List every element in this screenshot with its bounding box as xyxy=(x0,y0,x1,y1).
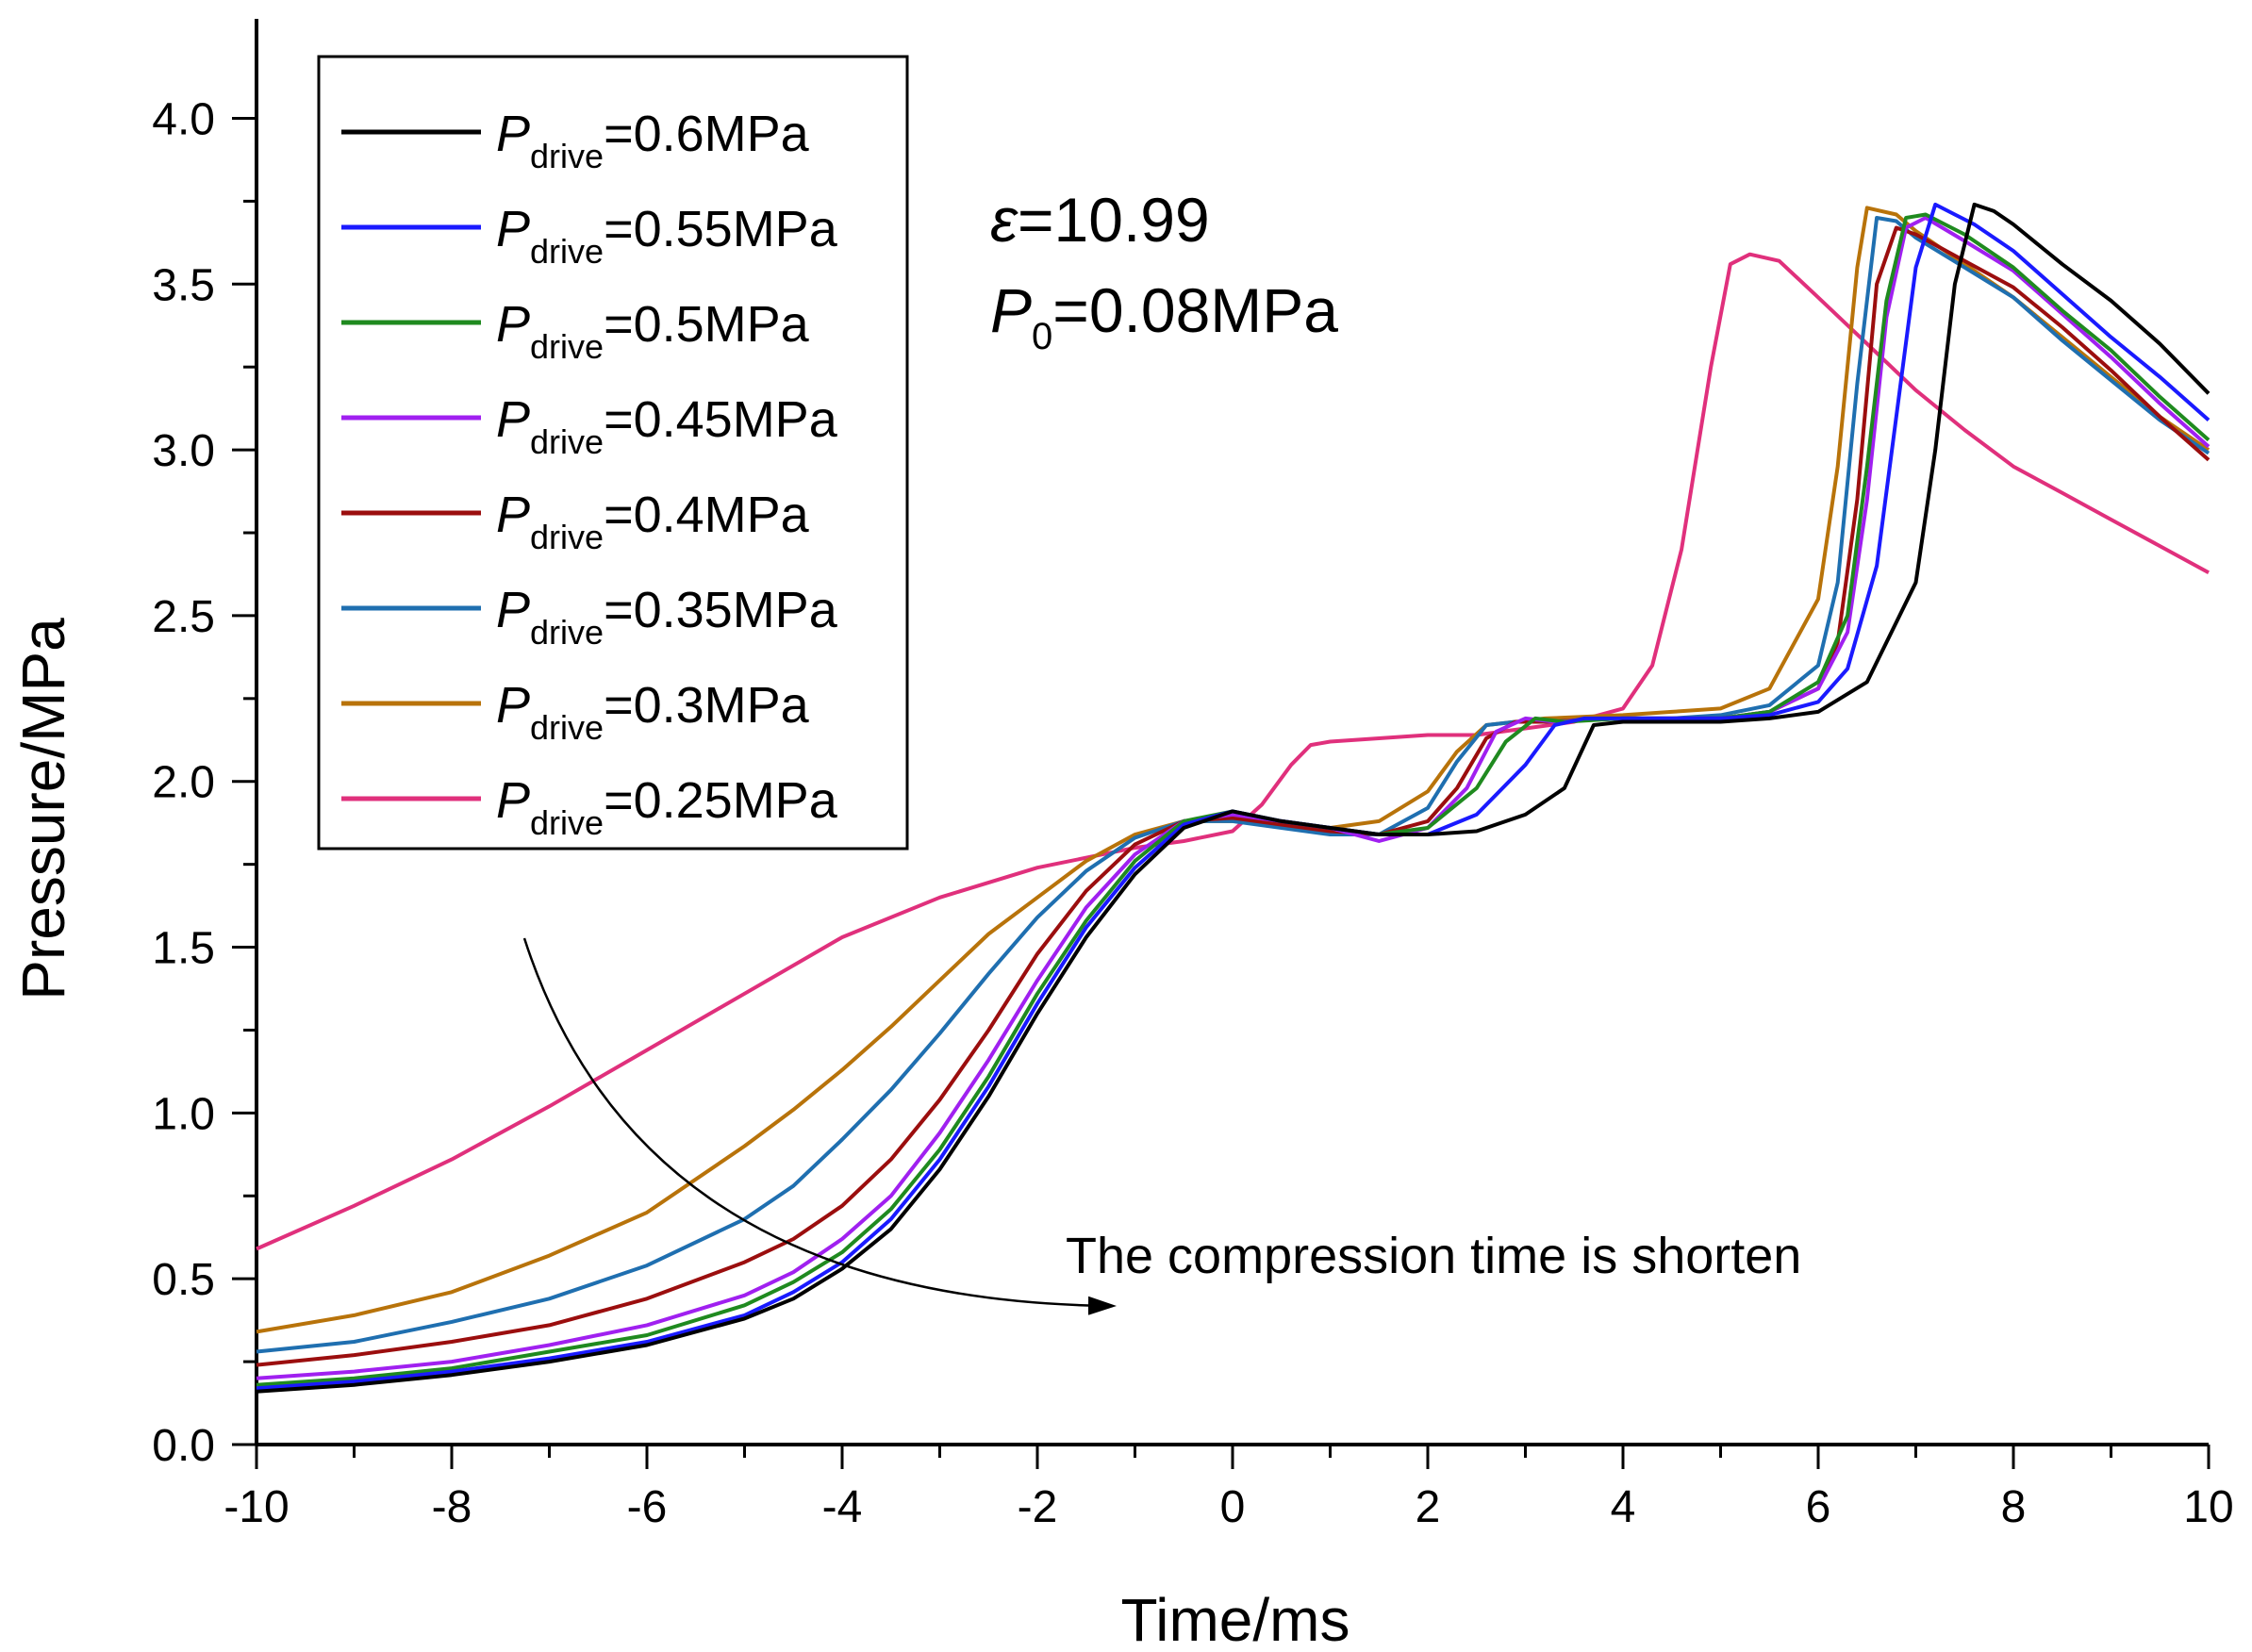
series-line-2 xyxy=(256,202,2211,1391)
legend-value: =0.25MPa xyxy=(604,772,838,829)
svg-text:P0=0.08MPa: P0=0.08MPa xyxy=(990,275,1338,357)
y-tick-label: 1.0 xyxy=(152,1089,215,1139)
legend-value: =0.5MPa xyxy=(604,296,810,353)
legend-symbol: P xyxy=(496,677,530,734)
svg-text:ε=10.99: ε=10.99 xyxy=(990,185,1210,255)
p0-value: =0.08MPa xyxy=(1052,275,1338,345)
x-tick-label: 8 xyxy=(2001,1482,2027,1532)
legend-subscript: drive xyxy=(530,137,604,175)
legend-symbol: P xyxy=(496,772,530,829)
legend-symbol: P xyxy=(496,106,530,162)
legend-symbol: P xyxy=(496,582,530,638)
legend-subscript: drive xyxy=(530,803,604,842)
legend-symbol: P xyxy=(496,487,530,543)
series-line-3 xyxy=(256,212,2211,1387)
epsilon-value: =10.99 xyxy=(1018,185,1210,255)
legend: Pdrive=0.6MPaPdrive=0.55MPaPdrive=0.5MPa… xyxy=(317,55,909,851)
legend-subscript: drive xyxy=(530,422,604,461)
y-tick-label: 1.5 xyxy=(152,924,215,974)
trend-note: The compression time is shorten xyxy=(1066,1228,1801,1284)
trend-arrow xyxy=(522,937,1117,1315)
x-tick-label: -4 xyxy=(822,1482,863,1532)
legend-value: =0.6MPa xyxy=(604,106,810,162)
legend-label: Pdrive=0.4MPa xyxy=(496,487,810,556)
legend-label: Pdrive=0.5MPa xyxy=(496,296,810,366)
legend-label: Pdrive=0.3MPa xyxy=(496,677,810,747)
epsilon-annotation: ε=10.99 xyxy=(990,185,1210,255)
legend-value: =0.45MPa xyxy=(604,391,838,448)
y-tick-label: 0.0 xyxy=(152,1421,215,1471)
y-tick-label: 2.0 xyxy=(152,758,215,808)
legend-subscript: drive xyxy=(530,613,604,652)
legend-value: =0.35MPa xyxy=(604,582,838,638)
y-tick-label: 2.5 xyxy=(152,592,215,642)
y-axis-title: Pressure/MPa xyxy=(9,618,77,1000)
x-tick-label: -8 xyxy=(432,1482,472,1532)
p0-subscript: 0 xyxy=(1032,316,1052,357)
legend-box xyxy=(317,55,909,851)
x-tick-label: 6 xyxy=(1806,1482,1831,1532)
legend-label: Pdrive=0.45MPa xyxy=(496,391,838,461)
legend-symbol: P xyxy=(496,391,530,448)
legend-label: Pdrive=0.25MPa xyxy=(496,772,838,842)
legend-label: Pdrive=0.35MPa xyxy=(496,582,838,652)
epsilon-symbol: ε xyxy=(990,185,1018,255)
series-line-1 xyxy=(256,202,2211,1394)
legend-label: Pdrive=0.55MPa xyxy=(496,201,838,271)
legend-subscript: drive xyxy=(530,518,604,556)
x-tick-label: 2 xyxy=(1416,1482,1441,1532)
x-axis-title: Time/ms xyxy=(1121,1586,1350,1652)
x-tick-label: -10 xyxy=(224,1482,289,1532)
p0-symbol: P xyxy=(990,275,1032,345)
legend-label: Pdrive=0.6MPa xyxy=(496,106,810,175)
x-tick-label: 0 xyxy=(1220,1482,1246,1532)
y-tick-label: 3.5 xyxy=(152,260,215,310)
y-tick-label: 4.0 xyxy=(152,94,215,144)
axes-layer: -10 -8 -6 -4 -2 0 2 4 6 8 10 0.0 0.5 1.0 1.5 2.0 2.5 3.0 3… xyxy=(152,19,2234,1532)
legend-value: =0.4MPa xyxy=(604,487,810,543)
legend-symbol: P xyxy=(496,296,530,353)
x-tick-label: -2 xyxy=(1018,1482,1058,1532)
x-tick-label: -6 xyxy=(627,1482,668,1532)
legend-value: =0.3MPa xyxy=(604,677,810,734)
legend-subscript: drive xyxy=(530,708,604,747)
x-tick-label: 10 xyxy=(2183,1482,2233,1532)
legend-subscript: drive xyxy=(530,232,604,271)
legend-symbol: P xyxy=(496,201,530,257)
y-tick-label: 3.0 xyxy=(152,426,215,476)
x-tick-label: 4 xyxy=(1611,1482,1636,1532)
legend-subscript: drive xyxy=(530,327,604,366)
y-tick-label: 0.5 xyxy=(152,1255,215,1305)
p0-annotation: P0=0.08MPa xyxy=(990,275,1338,357)
legend-value: =0.55MPa xyxy=(604,201,838,257)
